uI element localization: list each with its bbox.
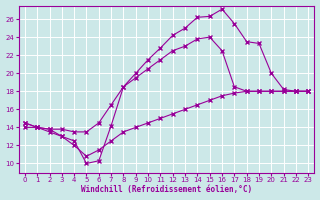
X-axis label: Windchill (Refroidissement éolien,°C): Windchill (Refroidissement éolien,°C) xyxy=(81,185,252,194)
